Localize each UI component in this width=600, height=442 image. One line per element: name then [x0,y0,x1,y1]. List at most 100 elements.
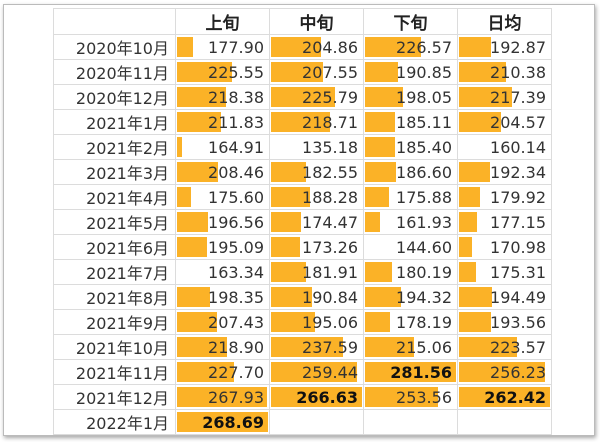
value-cell[interactable]: 207.55 [269,59,364,85]
value-cell[interactable] [363,409,458,435]
value-cell[interactable]: 266.63 [269,384,364,410]
value-cell[interactable]: 174.47 [269,209,364,235]
data-bar [459,112,501,132]
value-cell[interactable]: 198.35 [175,284,270,310]
row-label: 2021年8月 [53,284,176,310]
value-cell[interactable]: 188.28 [269,184,364,210]
value-cell[interactable]: 237.59 [269,334,364,360]
data-bar [177,112,222,132]
value-cell[interactable]: 175.60 [175,184,270,210]
value-cell[interactable]: 181.91 [269,259,364,285]
value-cell[interactable]: 207.43 [175,309,270,335]
value-cell[interactable]: 218.90 [175,334,270,360]
table-row: 2021年6月 195.09 173.26 144.60 170.98 [53,234,552,260]
value-cell[interactable]: 173.26 [269,234,364,260]
value-cell[interactable]: 211.83 [175,109,270,135]
value-cell[interactable]: 135.18 [269,134,364,160]
value-cell[interactable]: 227.70 [175,359,270,385]
data-bar [271,362,358,382]
value-cell[interactable]: 196.56 [175,209,270,235]
value-cell[interactable]: 160.14 [457,134,552,160]
data-table: 上旬 中旬 下旬 日均 2020年10月 177.90 204.86 226.57 192.8… [53,8,552,435]
data-bar [177,287,210,307]
cell-value: 194.49 [490,287,546,307]
data-bar [365,137,395,157]
column-header: 日均 [457,8,552,35]
value-cell[interactable]: 218.38 [175,84,270,110]
data-bar [177,137,183,157]
value-cell[interactable]: 256.23 [457,359,552,385]
data-bar [459,37,491,57]
value-cell[interactable]: 215.06 [363,334,458,360]
value-cell[interactable]: 192.34 [457,159,552,185]
table-row: 2021年4月 175.60 188.28 175.88 179.92 [53,184,552,210]
data-bar [177,187,192,207]
value-cell[interactable]: 192.87 [457,34,552,60]
data-bar [365,212,380,232]
value-cell[interactable]: 225.79 [269,84,364,110]
value-cell[interactable]: 144.60 [363,234,458,260]
value-cell[interactable]: 185.11 [363,109,458,135]
value-cell[interactable]: 253.56 [363,384,458,410]
value-cell[interactable]: 210.38 [457,59,552,85]
value-cell[interactable] [269,409,364,435]
data-bar [271,262,306,282]
value-cell[interactable]: 182.55 [269,159,364,185]
value-cell[interactable]: 161.93 [363,209,458,235]
value-cell[interactable]: 225.55 [175,59,270,85]
value-cell[interactable]: 267.93 [175,384,270,410]
value-cell[interactable]: 177.90 [175,34,270,60]
value-cell[interactable]: 204.57 [457,109,552,135]
value-cell[interactable]: 281.56 [363,359,458,385]
value-cell[interactable]: 193.56 [457,309,552,335]
value-cell[interactable]: 170.98 [457,234,552,260]
cell-value: 198.05 [396,87,452,107]
table-row: 2021年8月 198.35 190.84 194.32 194.49 [53,284,552,310]
value-cell[interactable]: 179.92 [457,184,552,210]
value-cell[interactable]: 175.88 [363,184,458,210]
value-cell[interactable]: 226.57 [363,34,458,60]
value-cell[interactable]: 223.57 [457,334,552,360]
data-bar [365,112,395,132]
cell-value: 259.44 [302,362,358,382]
value-cell[interactable]: 177.15 [457,209,552,235]
value-cell[interactable]: 208.46 [175,159,270,185]
value-cell[interactable]: 194.32 [363,284,458,310]
value-cell[interactable]: 186.60 [363,159,458,185]
cell-value: 195.06 [302,312,358,332]
row-label: 2021年3月 [53,159,176,185]
value-cell[interactable]: 195.06 [269,309,364,335]
value-cell[interactable]: 218.71 [269,109,364,135]
value-cell[interactable]: 175.31 [457,259,552,285]
value-cell[interactable]: 164.91 [175,134,270,160]
cell-value: 144.60 [396,237,452,257]
cell-value: 256.23 [490,362,546,382]
row-label: 2020年12月 [53,84,176,110]
cell-value: 207.43 [208,312,264,332]
data-bar [365,187,389,207]
value-cell[interactable]: 195.09 [175,234,270,260]
value-cell[interactable]: 185.40 [363,134,458,160]
cell-value: 175.31 [490,262,546,282]
data-bar [177,412,268,432]
cell-value: 266.63 [296,387,358,407]
value-cell[interactable]: 163.34 [175,259,270,285]
value-cell[interactable]: 259.44 [269,359,364,385]
value-cell[interactable]: 194.49 [457,284,552,310]
value-cell[interactable]: 198.05 [363,84,458,110]
value-cell[interactable]: 190.84 [269,284,364,310]
value-cell[interactable]: 217.39 [457,84,552,110]
cell-value: 179.92 [490,187,546,207]
cell-value: 186.60 [396,162,452,182]
value-cell[interactable]: 190.85 [363,59,458,85]
value-cell[interactable]: 268.69 [175,409,270,435]
table-row: 2021年3月 208.46 182.55 186.60 192.34 [53,159,552,185]
value-cell[interactable]: 204.86 [269,34,364,60]
data-bar [271,62,323,82]
value-cell[interactable]: 180.19 [363,259,458,285]
value-cell[interactable]: 262.42 [457,384,552,410]
cell-value: 190.84 [302,287,358,307]
value-cell[interactable] [457,409,552,435]
data-bar [459,262,476,282]
value-cell[interactable]: 178.19 [363,309,458,335]
